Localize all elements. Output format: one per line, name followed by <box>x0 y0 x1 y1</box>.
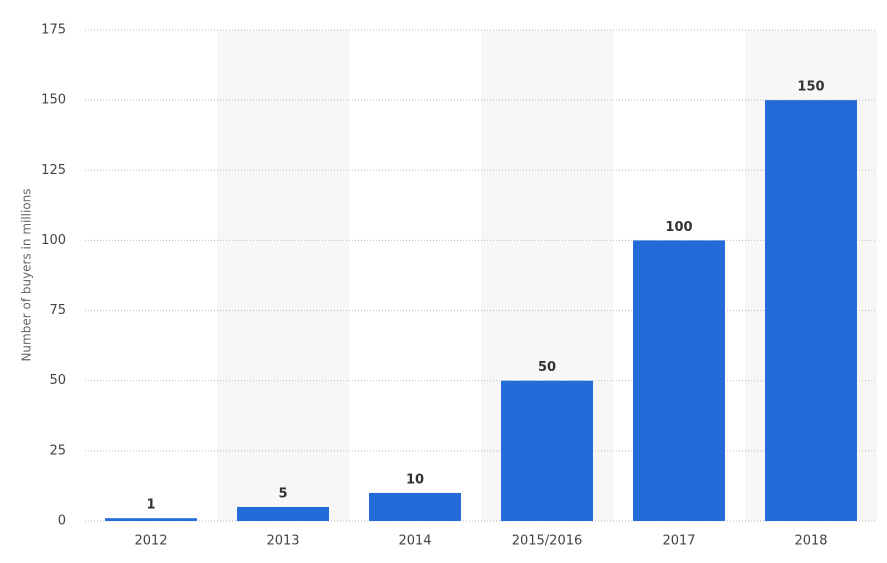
x-tick-label: 2017 <box>662 534 695 549</box>
value-label: 50 <box>538 360 556 375</box>
x-tick-label: 2015/2016 <box>512 534 583 549</box>
band-shade <box>217 30 349 521</box>
x-tick-label: 2012 <box>134 534 167 549</box>
x-tick-label: 2013 <box>266 534 299 549</box>
y-tick-label: 25 <box>49 443 66 458</box>
y-tick-label: 150 <box>41 93 66 108</box>
y-tick-label: 175 <box>41 23 66 38</box>
x-tick-label: 2018 <box>794 534 827 549</box>
x-tick-label: 2014 <box>398 534 431 549</box>
bar <box>765 100 857 522</box>
bar <box>633 240 725 521</box>
y-tick-label: 100 <box>41 233 66 248</box>
bar <box>237 506 329 521</box>
y-tick-label: 125 <box>41 163 66 178</box>
value-label: 1 <box>146 498 155 513</box>
value-label: 100 <box>665 220 692 235</box>
bar <box>369 492 461 521</box>
y-axis-label: Number of buyers in millions <box>20 188 34 361</box>
value-label: 10 <box>406 472 424 487</box>
y-tick-label: 75 <box>49 303 66 318</box>
bar <box>105 518 197 521</box>
y-tick-label: 50 <box>49 373 66 388</box>
value-label: 5 <box>278 486 287 501</box>
value-label: 150 <box>797 80 824 95</box>
y-tick-label: 0 <box>58 514 66 529</box>
bar <box>501 380 593 521</box>
